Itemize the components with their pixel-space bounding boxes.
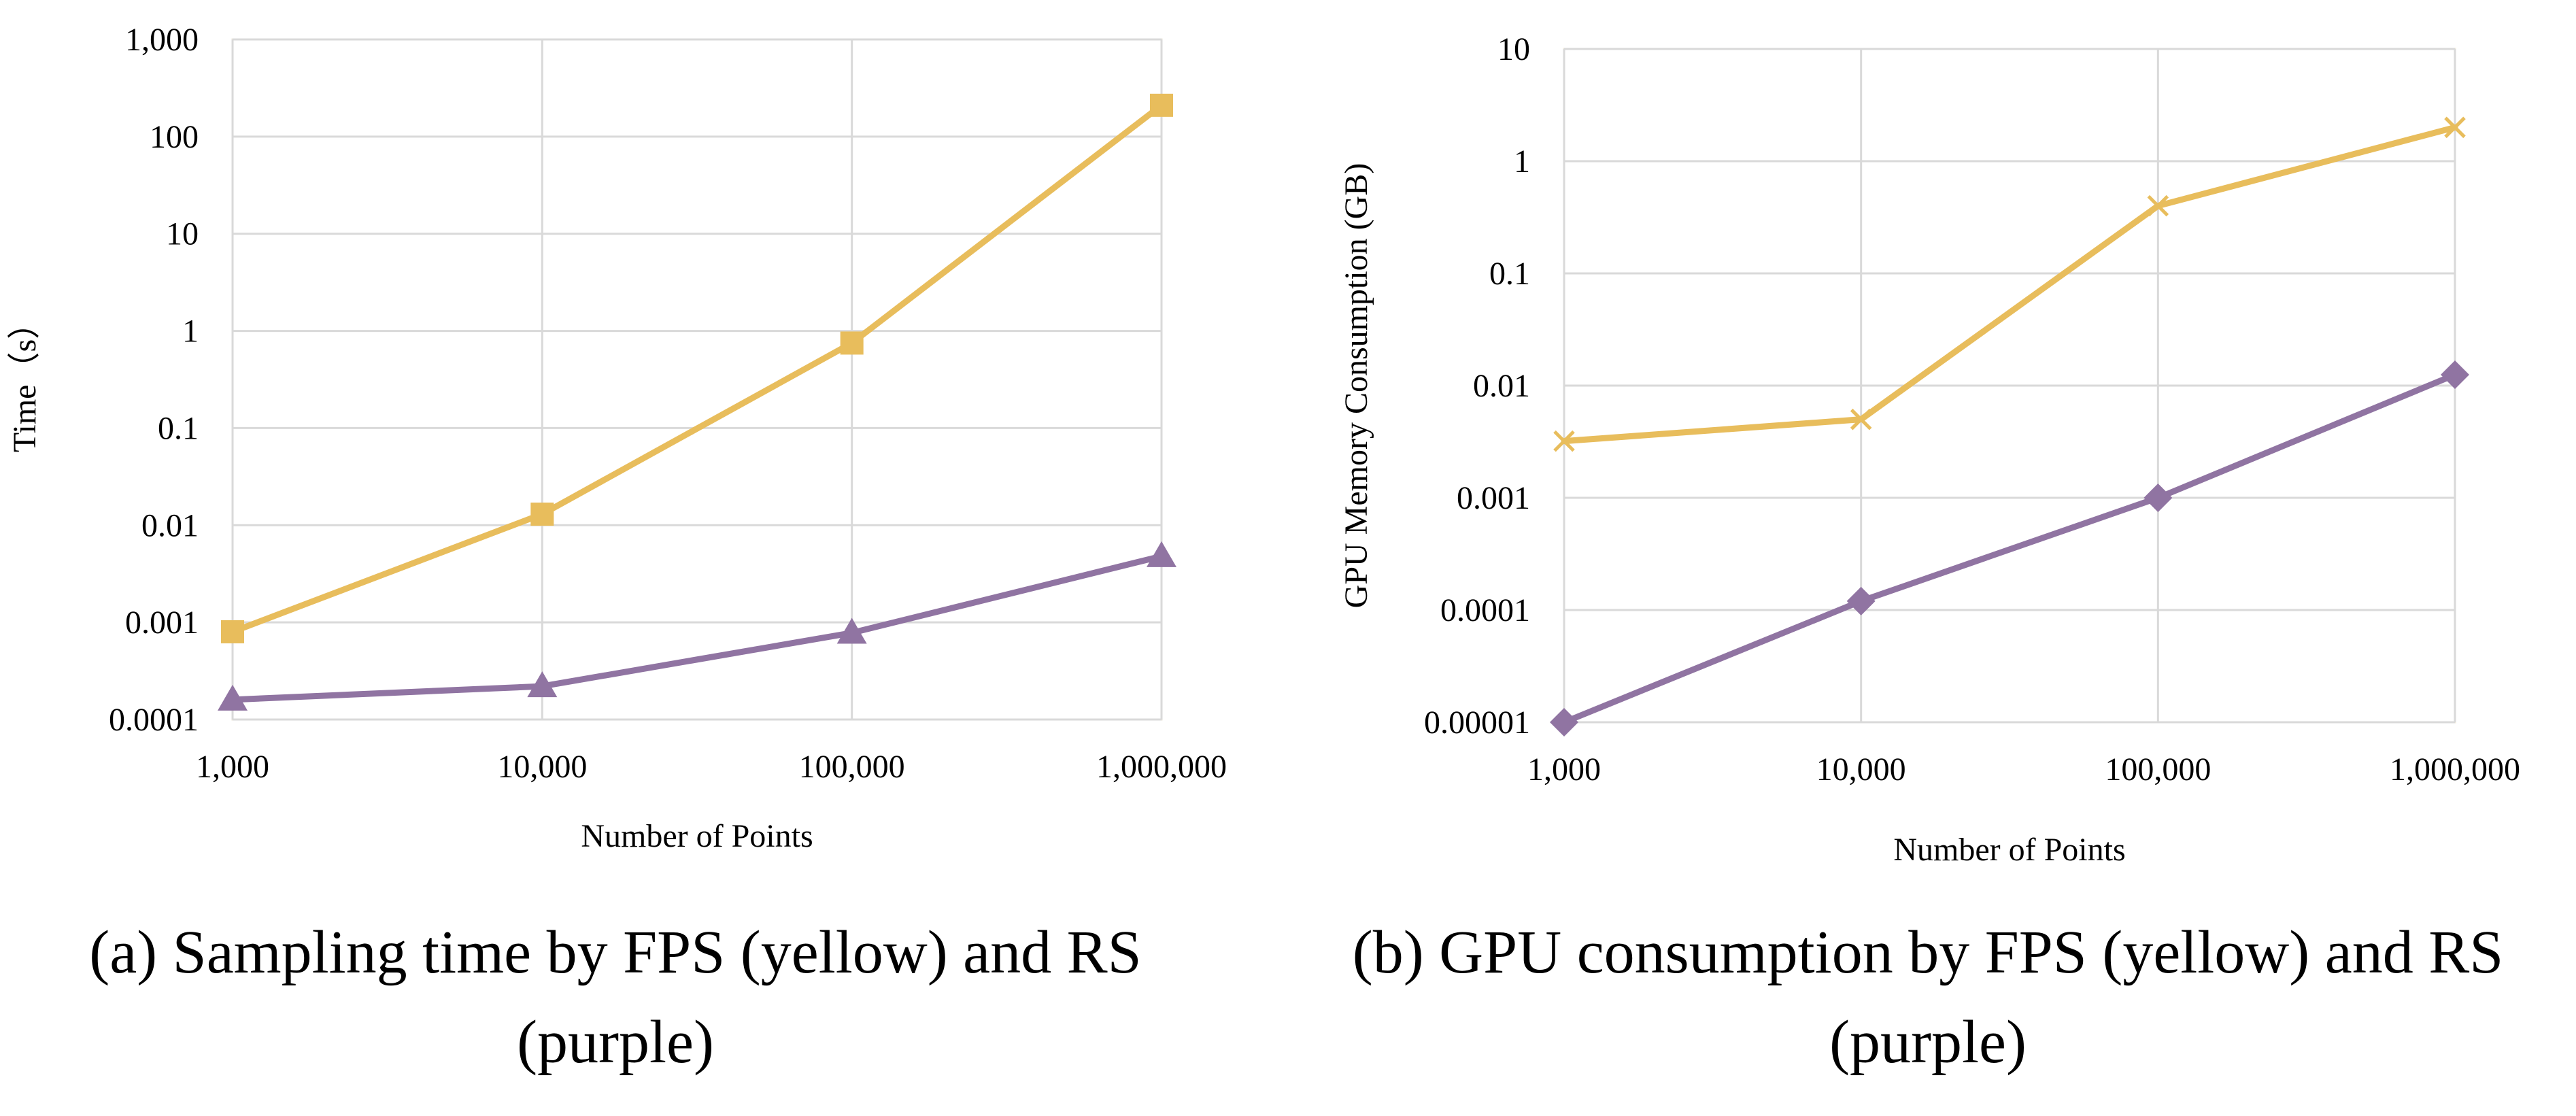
series-line-rs — [229, 553, 1165, 703]
caption-a: (a) Sampling time by FPS (yellow) and RS… — [14, 908, 1217, 1087]
x-axis-title: Number of Points — [581, 818, 813, 854]
y-tick-label: 0.1 — [158, 410, 199, 446]
marker-fps-square — [840, 331, 864, 355]
series-line-fps — [1561, 124, 2458, 445]
y-tick-label: 0.0001 — [109, 702, 199, 738]
x-tick-label: 1,000,000 — [1096, 749, 1227, 785]
y-tick-label: 0.00001 — [1424, 705, 1530, 741]
x-axis-title: Number of Points — [1893, 832, 2125, 868]
marker-fps-x — [2147, 195, 2169, 217]
y-axis-title: GPU Memory Consumption (GB) — [1338, 163, 1374, 609]
marker-rs-triangle — [527, 671, 558, 698]
caption-b-line-2: (purple) — [1829, 1009, 2027, 1076]
x-tick-label: 10,000 — [1816, 751, 1906, 788]
plot-area — [231, 38, 1163, 721]
series-line-rs — [1561, 371, 2458, 726]
marker-fps-x — [2444, 116, 2466, 139]
y-tick-label: 0.0001 — [1440, 592, 1530, 628]
x-tick-label: 1,000 — [196, 749, 269, 785]
y-tick-label: 10 — [1497, 31, 1530, 67]
y-tick-label: 0.01 — [141, 507, 199, 543]
y-tick-label: 0.001 — [1457, 480, 1530, 516]
x-tick-label: 1,000,000 — [2390, 751, 2520, 788]
chart-a-sampling-time: 0.0001 0.001 0.01 0.1 1 10 100 1,000 1,000 10,000… — [7, 22, 1227, 854]
y-tick-label: 1 — [182, 314, 199, 350]
y-tick-label: 0.001 — [125, 605, 199, 641]
marker-rs-triangle — [836, 618, 867, 644]
marker-rs-triangle — [1147, 541, 1176, 567]
y-tick-label: 100 — [150, 119, 199, 155]
caption-b-line-1: (b) GPU consumption by FPS (yellow) and … — [1352, 919, 2504, 986]
x-tick-label: 100,000 — [2105, 751, 2211, 788]
marker-fps-square — [221, 620, 244, 643]
marker-fps-x — [1553, 430, 1575, 452]
caption-b: (b) GPU consumption by FPS (yellow) and … — [1292, 908, 2564, 1087]
caption-a-line-1: (a) Sampling time by FPS (yellow) and RS — [89, 919, 1142, 986]
x-tick-label: 1,000 — [1527, 751, 1601, 788]
marker-rs-diamond — [1550, 708, 1578, 737]
marker-fps-square — [530, 503, 554, 526]
y-tick-label: 0.01 — [1473, 368, 1530, 404]
y-tick-label: 10 — [166, 216, 199, 252]
marker-fps-square — [1150, 93, 1173, 117]
marker-rs-triangle — [218, 684, 248, 711]
caption-a-line-2: (purple) — [517, 1009, 714, 1076]
marker-rs-diamond — [2143, 484, 2173, 512]
y-tick-label: 1 — [1514, 143, 1530, 180]
x-tick-label: 100,000 — [799, 749, 905, 785]
marker-rs-diamond — [1846, 586, 1876, 615]
y-axis-title: Time（s） — [7, 307, 43, 452]
y-tick-label: 0.1 — [1489, 256, 1530, 292]
y-tick-label: 1,000 — [125, 22, 199, 58]
chart-b-gpu-consumption: 0.00001 0.0001 0.001 0.01 0.1 1 10 1,000 10,000 1… — [1338, 31, 2520, 868]
marker-rs-diamond — [2441, 360, 2469, 390]
marker-fps-x — [1850, 408, 1872, 430]
series-line-fps — [229, 102, 1165, 635]
x-tick-label: 10,000 — [497, 749, 587, 785]
